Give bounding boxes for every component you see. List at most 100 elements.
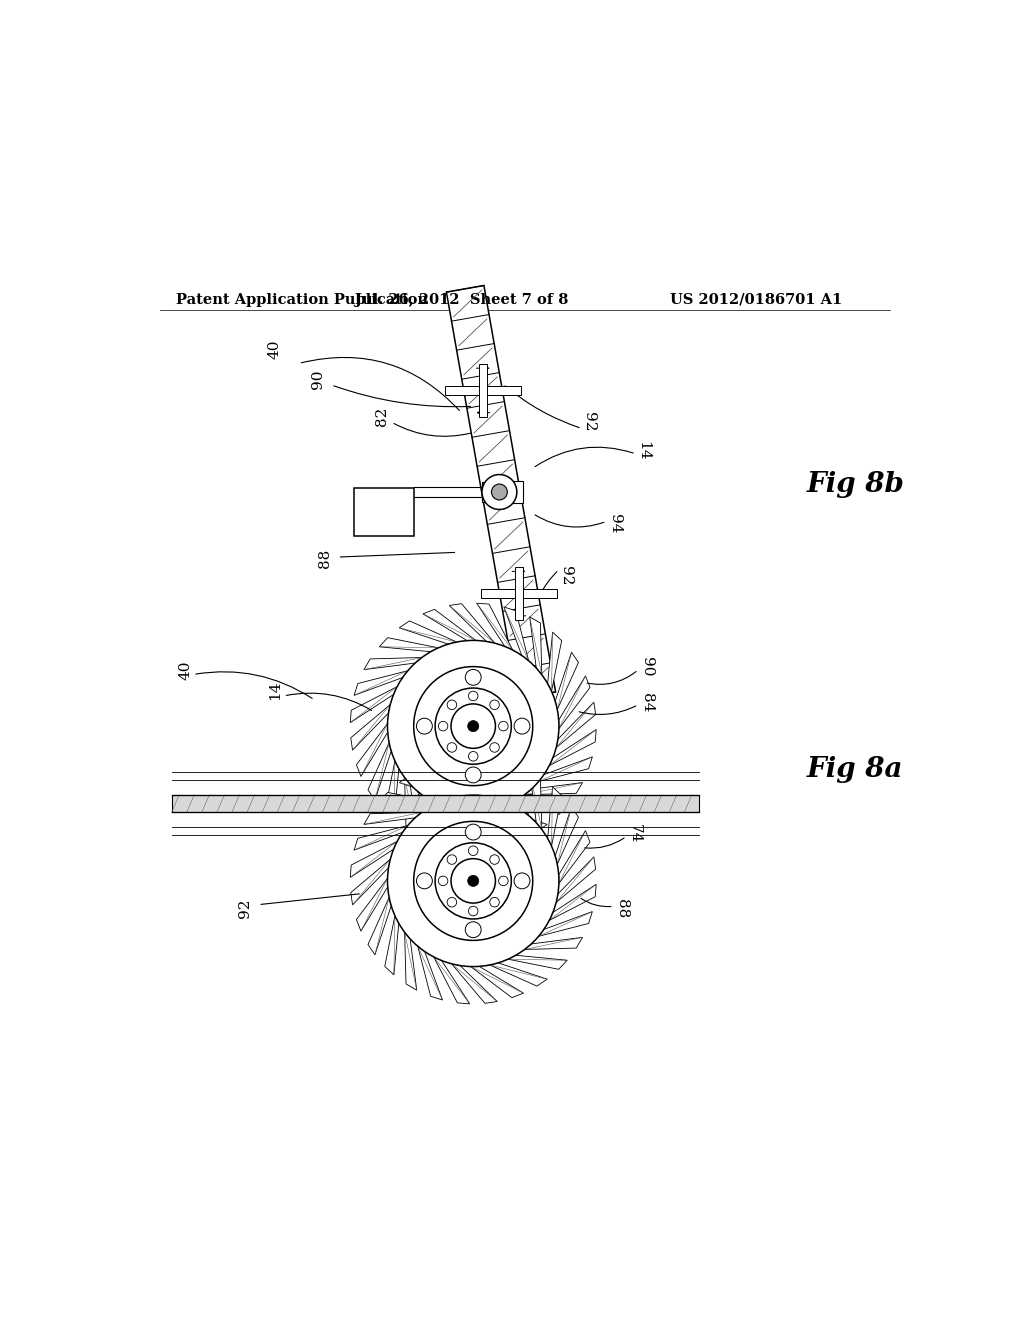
Polygon shape <box>450 603 495 643</box>
Bar <box>482 483 500 502</box>
Text: 94: 94 <box>608 513 623 533</box>
Circle shape <box>435 688 511 764</box>
Polygon shape <box>548 632 561 692</box>
Circle shape <box>438 876 447 886</box>
Polygon shape <box>524 783 583 795</box>
Text: 92: 92 <box>559 565 572 585</box>
Polygon shape <box>548 787 561 846</box>
Polygon shape <box>471 966 523 998</box>
Polygon shape <box>418 946 442 1001</box>
Circle shape <box>468 846 478 855</box>
Text: 14: 14 <box>268 681 282 700</box>
Polygon shape <box>529 772 542 829</box>
Circle shape <box>451 704 496 748</box>
Circle shape <box>468 751 478 762</box>
Circle shape <box>414 821 532 940</box>
Circle shape <box>514 873 530 888</box>
Polygon shape <box>423 764 476 796</box>
Polygon shape <box>368 898 391 954</box>
Polygon shape <box>549 884 596 920</box>
Text: Jul. 26, 2012  Sheet 7 of 8: Jul. 26, 2012 Sheet 7 of 8 <box>354 293 568 308</box>
Polygon shape <box>555 807 579 865</box>
Polygon shape <box>471 812 523 843</box>
Circle shape <box>417 718 432 734</box>
Polygon shape <box>368 743 391 800</box>
Circle shape <box>514 718 530 734</box>
Circle shape <box>465 669 481 685</box>
Polygon shape <box>539 756 592 781</box>
Polygon shape <box>423 610 476 640</box>
Text: 14: 14 <box>636 441 650 461</box>
Polygon shape <box>364 812 422 825</box>
Polygon shape <box>504 762 528 816</box>
Polygon shape <box>524 937 583 949</box>
Polygon shape <box>452 809 498 849</box>
Polygon shape <box>399 620 457 644</box>
Circle shape <box>489 700 500 710</box>
Polygon shape <box>555 652 579 710</box>
Circle shape <box>468 721 479 731</box>
Polygon shape <box>379 792 438 807</box>
Circle shape <box>438 721 447 731</box>
Polygon shape <box>508 956 567 969</box>
Polygon shape <box>364 657 422 669</box>
Circle shape <box>499 876 508 886</box>
Polygon shape <box>477 603 513 649</box>
Polygon shape <box>379 638 438 652</box>
Polygon shape <box>489 962 547 986</box>
Polygon shape <box>477 758 513 805</box>
Circle shape <box>387 795 559 966</box>
Text: 90: 90 <box>311 370 326 389</box>
Circle shape <box>489 855 500 865</box>
Polygon shape <box>385 916 398 975</box>
Circle shape <box>414 667 532 785</box>
Circle shape <box>435 842 511 919</box>
Circle shape <box>482 475 517 510</box>
Circle shape <box>468 907 478 916</box>
Text: Fig 8b: Fig 8b <box>807 470 904 498</box>
Polygon shape <box>418 792 442 845</box>
Circle shape <box>447 743 457 752</box>
Polygon shape <box>351 859 390 906</box>
Text: 74: 74 <box>628 824 642 843</box>
Circle shape <box>451 858 496 903</box>
Text: 92: 92 <box>582 412 596 432</box>
Circle shape <box>465 767 481 783</box>
Circle shape <box>489 898 500 907</box>
Polygon shape <box>354 825 408 850</box>
Polygon shape <box>556 702 596 747</box>
Bar <box>172 795 699 812</box>
Polygon shape <box>559 830 590 883</box>
Text: Patent Application Publication: Patent Application Publication <box>176 293 428 308</box>
Polygon shape <box>399 776 457 799</box>
Text: 92: 92 <box>239 898 253 917</box>
Text: 40: 40 <box>178 661 193 680</box>
Circle shape <box>447 855 457 865</box>
Circle shape <box>489 743 500 752</box>
Polygon shape <box>350 841 397 878</box>
Polygon shape <box>504 607 528 661</box>
Polygon shape <box>529 616 542 675</box>
Polygon shape <box>404 777 417 836</box>
Polygon shape <box>350 686 397 722</box>
Text: 84: 84 <box>640 693 654 711</box>
Circle shape <box>465 921 481 937</box>
Polygon shape <box>556 857 596 903</box>
Circle shape <box>447 898 457 907</box>
Polygon shape <box>356 878 388 931</box>
Polygon shape <box>404 932 417 990</box>
Text: 40: 40 <box>268 339 282 359</box>
Circle shape <box>492 484 507 500</box>
Polygon shape <box>489 808 547 832</box>
Circle shape <box>447 700 457 710</box>
Polygon shape <box>446 285 556 698</box>
Circle shape <box>468 692 478 701</box>
Polygon shape <box>549 730 596 766</box>
Polygon shape <box>351 705 390 750</box>
Circle shape <box>468 875 479 887</box>
Polygon shape <box>450 759 495 797</box>
Polygon shape <box>434 957 470 1003</box>
Circle shape <box>417 873 432 888</box>
Polygon shape <box>354 671 408 696</box>
Circle shape <box>465 824 481 840</box>
